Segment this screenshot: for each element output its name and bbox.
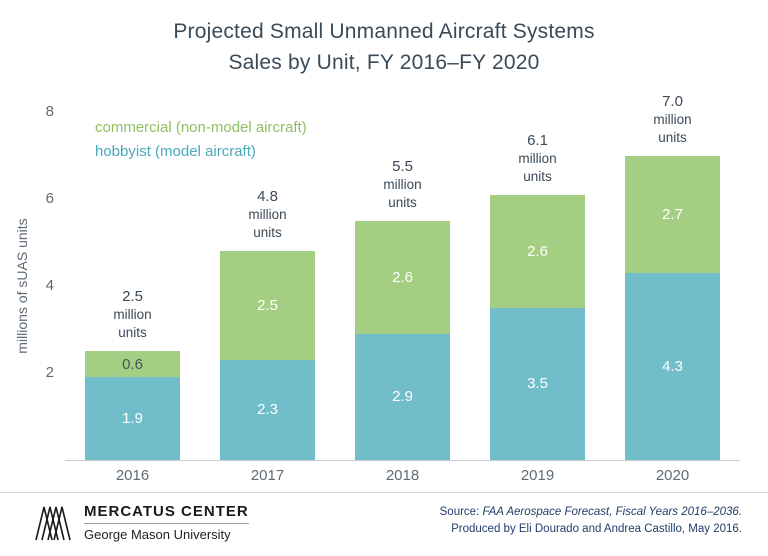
- total-label: 2.5 million units: [113, 287, 151, 342]
- total-unit-word: units: [523, 168, 552, 184]
- y-tick-label: 2: [45, 364, 54, 381]
- source-title: FAA Aerospace Forecast, Fiscal Years 201…: [482, 506, 742, 518]
- segment-value-label: 0.6: [122, 355, 143, 373]
- total-value: 5.5: [392, 157, 413, 175]
- total-value: 7.0: [662, 92, 683, 110]
- bar-segment-hobbyist: 2.3: [220, 359, 315, 460]
- x-tick-label: 2019: [520, 467, 555, 484]
- total-unit-word: units: [658, 129, 687, 145]
- total-unit-word: million: [113, 307, 152, 323]
- chart-title: Projected Small Unmanned Aircraft System…: [0, 16, 768, 78]
- source-line: Source: FAA Aerospace Forecast, Fiscal Y…: [440, 504, 742, 521]
- y-axis-ticks: 2 4 6 8: [28, 103, 54, 460]
- mercatus-logo-block: MERCATUS CENTER George Mason University: [34, 502, 249, 542]
- total-label: 6.1 million units: [518, 131, 556, 186]
- segment-value-label: 2.6: [392, 268, 413, 286]
- y-tick-label: 8: [45, 103, 54, 120]
- bar-segment-hobbyist: 4.3: [625, 272, 720, 460]
- total-unit-word: million: [653, 111, 692, 127]
- bar-group: 2.5 million units 0.6 1.9: [65, 287, 200, 460]
- total-value: 6.1: [527, 131, 548, 149]
- bar-segment-commercial: 2.6: [355, 220, 450, 334]
- segment-value-label: 2.3: [257, 401, 278, 419]
- bar-segment-commercial: 2.6: [490, 194, 585, 308]
- source-prefix: Source:: [439, 506, 483, 518]
- x-tick-label: 2018: [385, 467, 420, 484]
- total-value: 2.5: [122, 288, 143, 306]
- segment-value-label: 2.5: [257, 297, 278, 315]
- segment-value-label: 2.6: [527, 242, 548, 260]
- bar-group: 4.8 million units 2.5 2.3: [200, 187, 335, 460]
- y-tick-label: 6: [45, 190, 54, 207]
- total-unit-word: units: [253, 225, 282, 241]
- bar-group: 6.1 million units 2.6 3.5: [470, 131, 605, 460]
- segment-value-label: 1.9: [122, 410, 143, 428]
- produced-line: Produced by Eli Dourado and Andrea Casti…: [451, 523, 742, 535]
- total-unit-word: million: [383, 176, 422, 192]
- org-text: MERCATUS CENTER George Mason University: [84, 503, 249, 542]
- segment-value-label: 4.3: [662, 357, 683, 375]
- segment-value-label: 2.9: [392, 388, 413, 406]
- mercatus-logo-icon: [35, 506, 71, 541]
- bar-segment-hobbyist: 2.9: [355, 333, 450, 460]
- y-tick-label: 4: [45, 277, 54, 294]
- legend-item: hobbyist (model aircraft): [95, 143, 256, 160]
- footer: MERCATUS CENTER George Mason University …: [0, 493, 768, 556]
- total-unit-word: units: [118, 325, 147, 341]
- chart-title-line-1: Projected Small Unmanned Aircraft System…: [173, 20, 595, 43]
- bar-segment-commercial: 2.7: [625, 155, 720, 273]
- x-tick-label: 2020: [655, 467, 690, 484]
- org-subtitle: George Mason University: [84, 526, 231, 542]
- total-unit-word: million: [248, 207, 287, 223]
- plot-area: commercial (non-model aircraft) hobbyist …: [65, 93, 740, 461]
- org-name: MERCATUS CENTER: [84, 502, 249, 520]
- source-note: Source: FAA Aerospace Forecast, Fiscal Y…: [440, 504, 742, 538]
- bar-group: 5.5 million units 2.6 2.9: [335, 157, 470, 460]
- total-label: 5.5 million units: [383, 157, 421, 212]
- legend-item: commercial (non-model aircraft): [95, 119, 307, 136]
- x-tick-label: 2016: [115, 467, 150, 484]
- segment-value-label: 2.7: [662, 205, 683, 223]
- total-unit-word: units: [388, 194, 417, 210]
- legend: commercial (non-model aircraft) hobbyist …: [95, 116, 307, 164]
- total-label: 4.8 million units: [248, 187, 286, 242]
- footer-divider: [0, 492, 768, 493]
- segment-value-label: 3.5: [527, 375, 548, 393]
- x-tick-label: 2017: [250, 467, 285, 484]
- total-label: 7.0 million units: [653, 92, 691, 147]
- bar-group: 7.0 million units 2.7 4.3: [605, 92, 740, 460]
- total-value: 4.8: [257, 188, 278, 206]
- bar-segment-hobbyist: 3.5: [490, 307, 585, 460]
- bar-segment-commercial: 2.5: [220, 251, 315, 360]
- total-unit-word: million: [518, 150, 557, 166]
- bar-segment-hobbyist: 1.9: [85, 377, 180, 460]
- bar-segment-commercial: 0.6: [85, 351, 180, 378]
- org-divider: [84, 522, 249, 524]
- x-axis-labels: 2016 2017 2018 2019 2020: [65, 467, 740, 484]
- chart-title-line-2: Sales by Unit, FY 2016–FY 2020: [228, 51, 540, 74]
